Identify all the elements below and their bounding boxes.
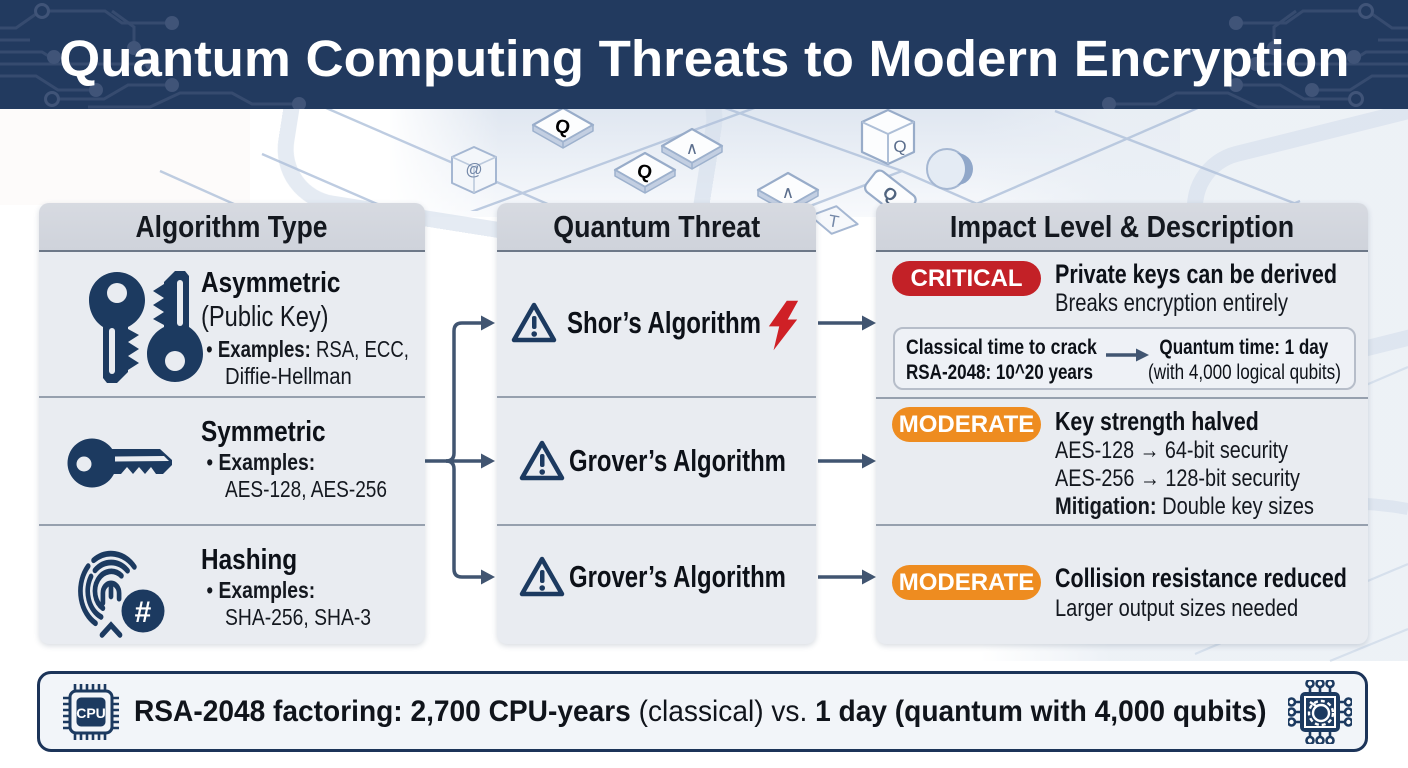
svg-text:Q: Q (893, 137, 906, 156)
svg-text:∧: ∧ (782, 183, 794, 202)
svg-text:Q: Q (635, 161, 654, 185)
svg-text:@: @ (465, 160, 482, 179)
svg-text:CPU: CPU (76, 705, 106, 721)
svg-text:Q: Q (553, 116, 572, 140)
svg-text:T: T (827, 211, 841, 232)
svg-text:∧: ∧ (686, 139, 698, 158)
svg-text:#: # (135, 596, 152, 629)
